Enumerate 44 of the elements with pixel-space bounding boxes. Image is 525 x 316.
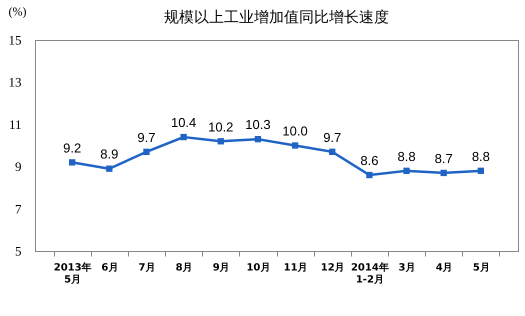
x-tick-label: 5月 (472, 262, 490, 274)
x-tick-label: 11月 (284, 262, 308, 274)
text: 10.3 (245, 117, 271, 132)
point (292, 142, 298, 149)
text: 10.2 (208, 119, 234, 134)
x-tick-label: 8月 (176, 262, 193, 274)
point (143, 148, 150, 155)
point (180, 134, 187, 140)
y-tick-label: 15 (8, 32, 22, 48)
text: 9.2 (63, 140, 82, 156)
y-tick-label: 13 (8, 74, 22, 90)
text: 8.8 (472, 148, 490, 164)
y-tick-label: 11 (8, 116, 22, 132)
text: 10.0 (282, 124, 308, 138)
text: 9.7 (137, 130, 156, 145)
text: 8.9 (100, 146, 118, 162)
text: 8.7 (434, 150, 453, 166)
point (329, 148, 336, 155)
point (106, 166, 112, 172)
x-tick-label: 10月 (246, 262, 270, 274)
x-tick-label: 9月 (212, 262, 230, 274)
text: 8.8 (398, 148, 416, 164)
x-tick-label: 12月 (320, 262, 345, 274)
point (68, 159, 76, 166)
x-tick-label: 7月 (138, 262, 156, 274)
y-tick-label: 7 (15, 201, 22, 216)
x-tick-label: 6月 (101, 262, 118, 274)
text: 10.4 (170, 115, 196, 130)
point (440, 170, 447, 176)
text: 8.6 (360, 153, 378, 168)
x-tick-label: 4月 (436, 262, 453, 274)
text: 9.7 (323, 130, 342, 145)
point (403, 168, 410, 174)
y-axis-title: (%) (8, 4, 26, 18)
x-tick-label: 3月 (398, 262, 416, 274)
point (254, 136, 262, 142)
x-tick-label: 2014年 1-2月 (350, 262, 389, 286)
point (478, 168, 484, 174)
chart-title: 规模以上工业增加值同比增长速度 (164, 8, 389, 26)
point (218, 138, 224, 144)
point (366, 172, 373, 178)
y-tick-label: 9 (15, 159, 22, 174)
y-tick-label: 5 (15, 244, 22, 258)
x-tick-label: 2013年 5月 (54, 262, 92, 286)
